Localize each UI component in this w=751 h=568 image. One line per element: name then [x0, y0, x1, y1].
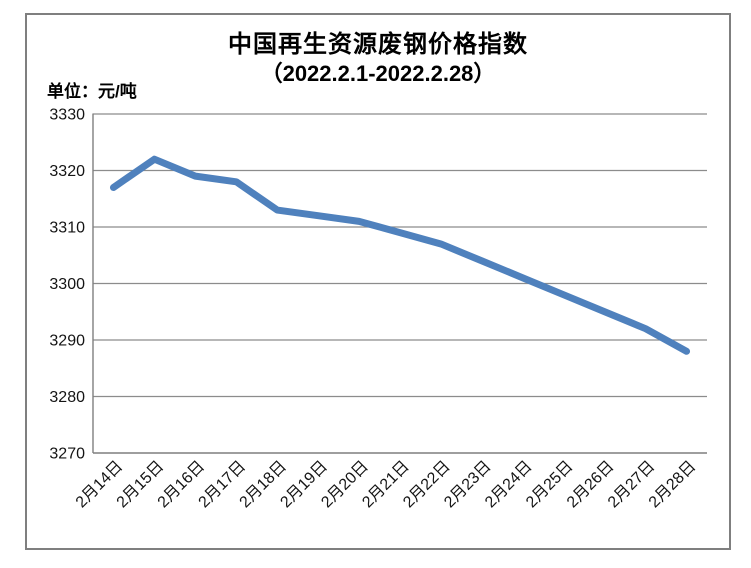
unit-label: 单位：元/吨 — [47, 82, 137, 101]
price-index-line — [109, 155, 691, 355]
chart-frame — [25, 13, 731, 550]
y-axis-tick-label: 3290 — [49, 333, 85, 350]
chart-title: 中国再生资源废钢价格指数 — [228, 31, 528, 58]
y-axis-tick-label: 3310 — [49, 220, 85, 237]
y-axis-tick-label: 3270 — [49, 446, 85, 463]
y-axis-tick-label: 3320 — [49, 163, 85, 180]
y-axis-tick-label: 3300 — [49, 276, 85, 293]
y-axis-tick-label: 3280 — [49, 389, 85, 406]
y-axis-tick-label: 3330 — [49, 107, 85, 124]
chart-subtitle: （2022.2.1-2022.2.28） — [260, 61, 496, 86]
